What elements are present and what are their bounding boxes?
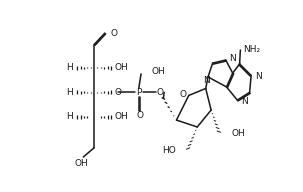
Text: OH: OH bbox=[115, 63, 128, 72]
Text: O: O bbox=[115, 88, 122, 97]
Text: O: O bbox=[179, 90, 186, 99]
Text: N: N bbox=[241, 97, 248, 106]
Text: P: P bbox=[136, 88, 142, 97]
Text: N: N bbox=[255, 72, 262, 81]
Text: O: O bbox=[136, 111, 143, 120]
Text: O: O bbox=[156, 88, 163, 97]
Text: OH: OH bbox=[231, 129, 245, 138]
Text: OH: OH bbox=[74, 159, 88, 168]
Text: HO: HO bbox=[162, 146, 176, 155]
Text: N: N bbox=[203, 75, 210, 84]
Text: OH: OH bbox=[115, 113, 128, 122]
Text: N: N bbox=[229, 54, 235, 63]
Text: H: H bbox=[66, 63, 72, 72]
Text: OH: OH bbox=[151, 67, 165, 76]
Text: O: O bbox=[110, 29, 117, 38]
Text: NH₂: NH₂ bbox=[243, 45, 261, 54]
Text: H: H bbox=[66, 88, 72, 97]
Text: H: H bbox=[66, 113, 72, 122]
